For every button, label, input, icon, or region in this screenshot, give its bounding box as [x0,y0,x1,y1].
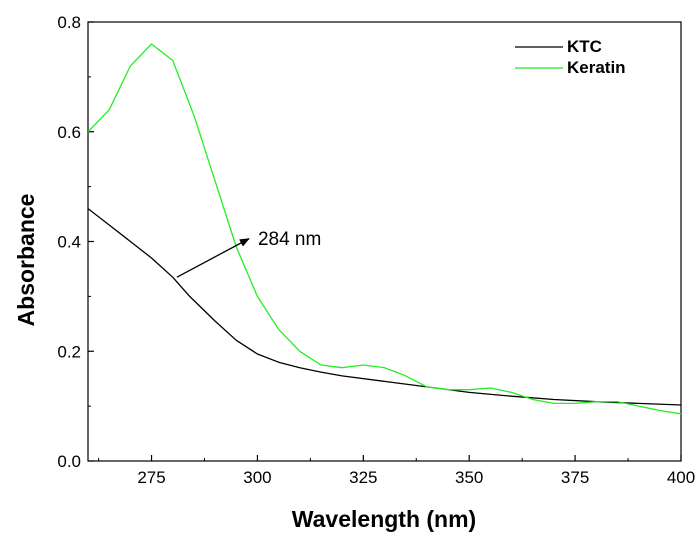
x-tick-label: 400 [667,468,695,487]
x-tick-label: 275 [137,468,165,487]
legend-label-keratin: Keratin [567,58,626,77]
series-line-keratin [88,43,681,415]
x-axis-ticks: 275 300 325 350 375 400 [98,455,695,487]
series-line-ktc [88,208,681,406]
x-tick-label: 350 [455,468,483,487]
y-tick-label: 0.4 [57,233,81,252]
series-layer [88,43,681,415]
y-tick-label: 0.8 [57,13,81,32]
annotation-layer: 284 nm [176,229,321,278]
legend: KTC Keratin [515,37,626,77]
x-axis-title: Wavelength (nm) [292,506,476,532]
x-tick-label: 375 [561,468,589,487]
annotation-label: 284 nm [258,229,321,250]
y-axis-title: Absorbance [13,194,39,327]
y-tick-label: 0.6 [57,123,81,142]
legend-label-ktc: KTC [567,37,602,56]
y-tick-label: 0.2 [57,342,81,361]
x-tick-label: 300 [243,468,271,487]
plot-area-frame [87,21,682,462]
annotation-arrow [176,238,250,278]
x-tick-label: 325 [349,468,377,487]
y-tick-label: 0.0 [57,452,81,471]
y-axis-ticks: 0.0 0.2 0.4 0.6 0.8 [57,13,94,471]
